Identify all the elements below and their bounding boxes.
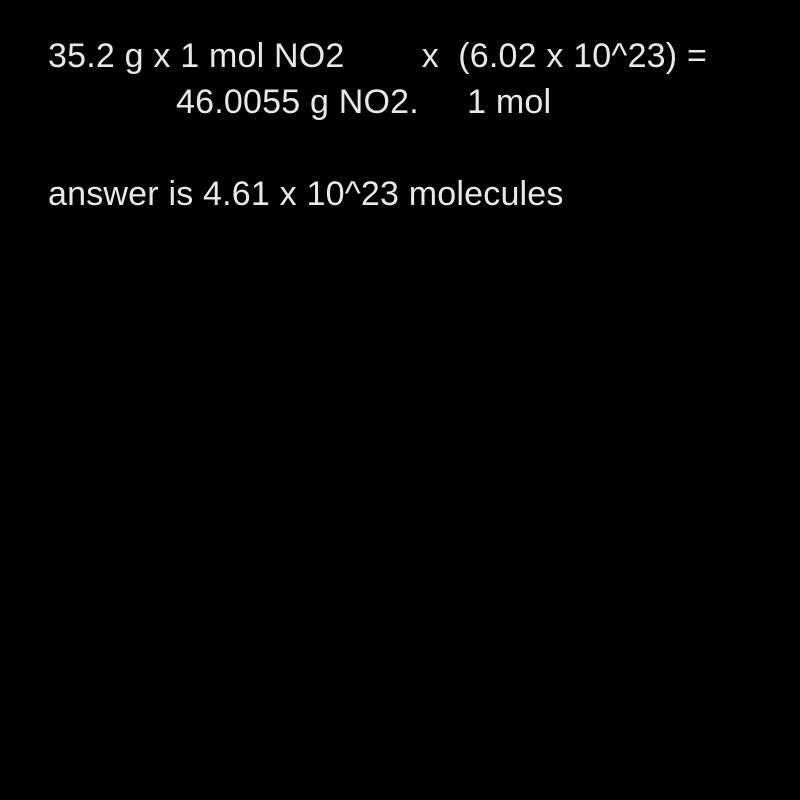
spacer xyxy=(439,37,458,75)
avogadro-number: (6.02 x 10^23) = xyxy=(458,37,707,75)
spacer xyxy=(345,37,422,75)
one-mol-denominator: 1 mol xyxy=(467,83,551,121)
answer-line: answer is 4.61 x 10^23 molecules xyxy=(48,172,800,218)
mass-and-molar-conversion: 35.2 g x 1 mol NO2 xyxy=(48,37,345,75)
multiply-sign: x xyxy=(422,37,439,75)
answer-text: answer is 4.61 x 10^23 molecules xyxy=(48,175,564,213)
molar-mass-denominator: 46.0055 g NO2. xyxy=(176,83,419,121)
calculation-line-1: 35.2 g x 1 mol NO2 x (6.02 x 10^23) = xyxy=(48,34,800,80)
calculation-line-2: 46.0055 g NO2. 1 mol xyxy=(48,80,800,126)
spacer xyxy=(419,83,467,121)
